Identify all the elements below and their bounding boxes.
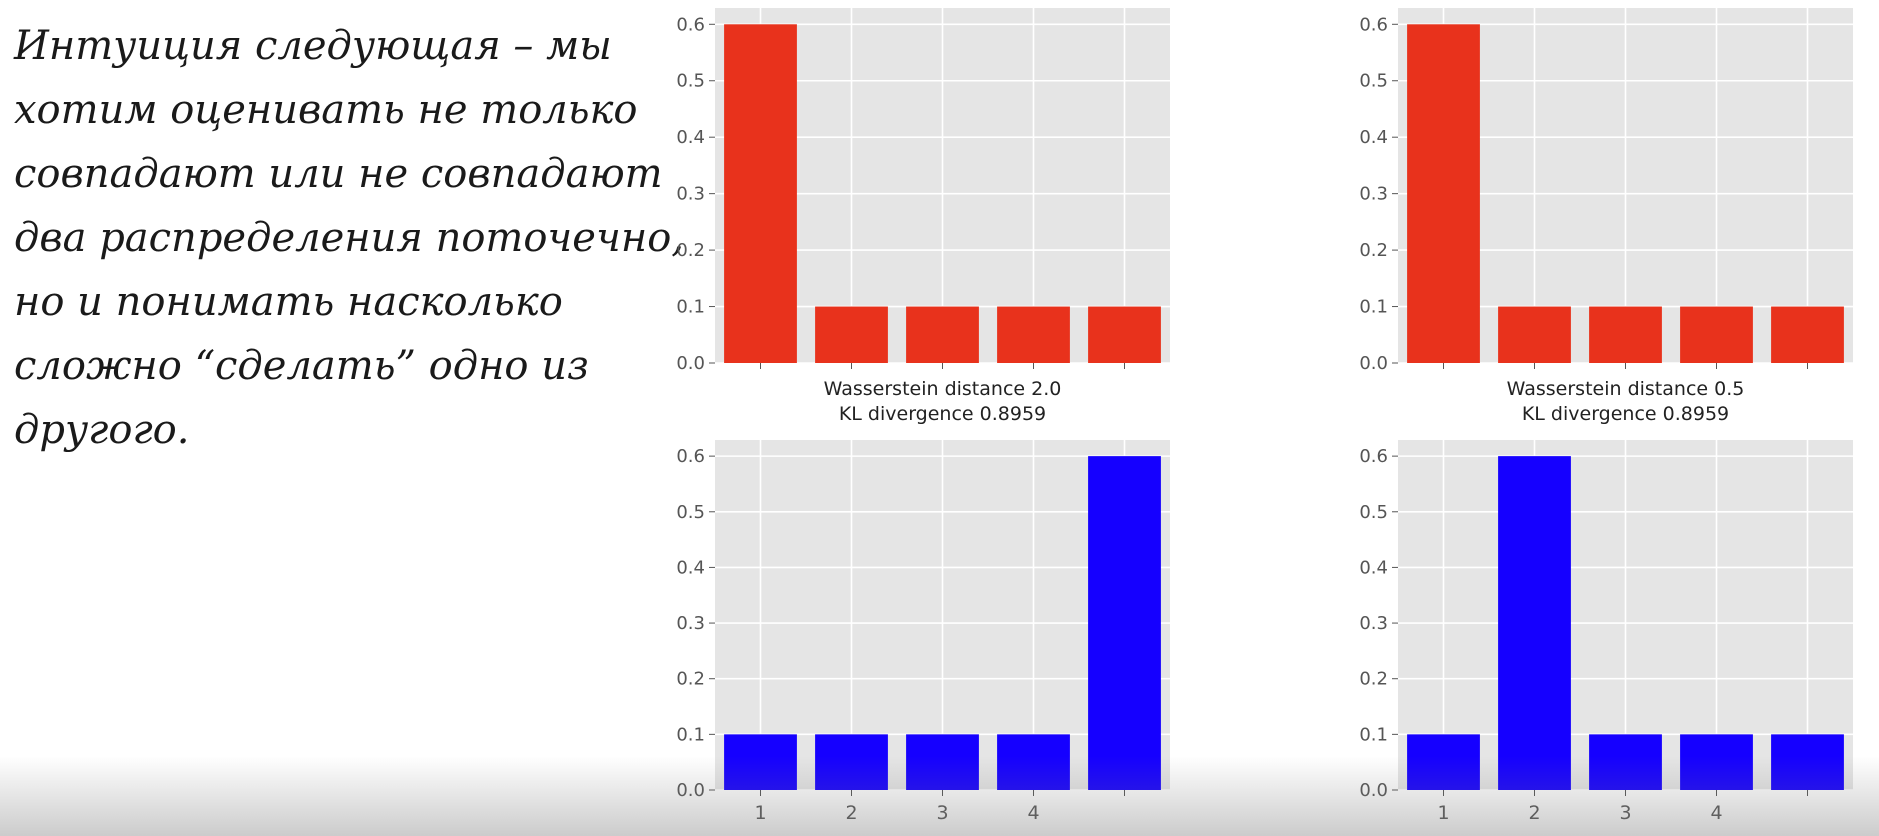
x-tick-label: 4 [1710, 802, 1722, 824]
bar [724, 734, 797, 790]
y-tick-label: 0.0 [676, 780, 705, 801]
bar [1088, 306, 1161, 363]
y-tick-label: 0.4 [1359, 557, 1388, 578]
bar [1589, 734, 1662, 790]
x-tick-label: 1 [754, 802, 766, 824]
slide-text-line: другого. [14, 407, 190, 453]
y-tick-label: 0.6 [676, 446, 705, 467]
x-tick-label: 2 [1528, 802, 1540, 824]
bar [906, 306, 979, 363]
x-tick-label: 3 [936, 802, 948, 824]
x-tick-label: 4 [1027, 802, 1039, 824]
y-tick-label: 0.4 [1359, 127, 1388, 148]
slide-text-line: Интуиция следующая – мы [14, 23, 612, 69]
y-tick-label: 0.3 [1359, 613, 1388, 634]
slide-text-line: два распределения поточечно, [14, 215, 684, 261]
x-tick-label: 1 [1437, 802, 1449, 824]
x-axis-label: KL divergence 0.8959 [839, 403, 1046, 425]
bar [1771, 306, 1844, 363]
y-tick-label: 0.1 [1359, 297, 1388, 318]
chart-1: 0.0 0.1 0.2 0.3 0.4 0.5 0.6 Wasserstein distanc… [676, 8, 1170, 425]
bar [1589, 306, 1662, 363]
y-tick-label: 0.3 [676, 184, 705, 205]
bar [1680, 734, 1753, 790]
y-tick-label: 0.2 [676, 240, 705, 261]
slide-text-line: но и понимать насколько [14, 279, 563, 325]
y-tick-label: 0.6 [676, 14, 705, 35]
y-tick-label: 0.0 [676, 353, 705, 374]
bar [815, 306, 888, 363]
bar [815, 734, 888, 790]
x-tick-label: 2 [845, 802, 857, 824]
y-tick-label: 0.5 [676, 502, 705, 523]
bar [1088, 456, 1161, 790]
bar [724, 24, 797, 364]
x-axis-label: Wasserstein distance 2.0 [824, 378, 1062, 400]
y-tick-label: 0.6 [1359, 14, 1388, 35]
y-tick-label: 0.6 [1359, 446, 1388, 467]
y-tick-label: 0.0 [1359, 353, 1388, 374]
y-tick-label: 0.5 [1359, 502, 1388, 523]
bar [906, 734, 979, 790]
bar [1680, 306, 1753, 363]
y-tick-label: 0.4 [676, 127, 705, 148]
x-tick-label: 3 [1619, 802, 1631, 824]
x-axis-label: Wasserstein distance 0.5 [1507, 378, 1745, 400]
y-tick-label: 0.1 [676, 297, 705, 318]
slide-text-line: сложно “сделать” одно из [14, 343, 589, 389]
y-tick-label: 0.2 [1359, 669, 1388, 690]
x-axis-label: KL divergence 0.8959 [1522, 403, 1729, 425]
slide-text-line: хотим оценивать не только [14, 87, 638, 133]
y-tick-label: 0.2 [676, 669, 705, 690]
slide-text: Интуиция следующая – мы хотим оценивать … [14, 14, 684, 462]
bar [1407, 734, 1480, 790]
chart-4: 0.0 0.1 0.2 0.3 0.4 0.5 0.6 1 2 3 4 [1359, 440, 1853, 824]
slide-text-line: совпадают или не совпадают [14, 151, 663, 197]
bar [1407, 24, 1480, 364]
y-tick-label: 0.1 [1359, 724, 1388, 745]
bar [1498, 456, 1571, 790]
y-tick-label: 0.5 [676, 71, 705, 92]
y-tick-label: 0.3 [1359, 184, 1388, 205]
y-tick-label: 0.3 [676, 613, 705, 634]
chart-2: 0.0 0.1 0.2 0.3 0.4 0.5 0.6 Wasserstein distanc… [1359, 8, 1853, 425]
y-tick-label: 0.5 [1359, 71, 1388, 92]
y-tick-label: 0.2 [1359, 240, 1388, 261]
y-tick-label: 0.4 [676, 557, 705, 578]
chart-3: 0.0 0.1 0.2 0.3 0.4 0.5 0.6 1 2 3 4 [676, 440, 1170, 824]
bar [1498, 306, 1571, 363]
y-tick-label: 0.0 [1359, 780, 1388, 801]
y-tick-label: 0.1 [676, 724, 705, 745]
bar [997, 734, 1070, 790]
bar [997, 306, 1070, 363]
bar [1771, 734, 1844, 790]
